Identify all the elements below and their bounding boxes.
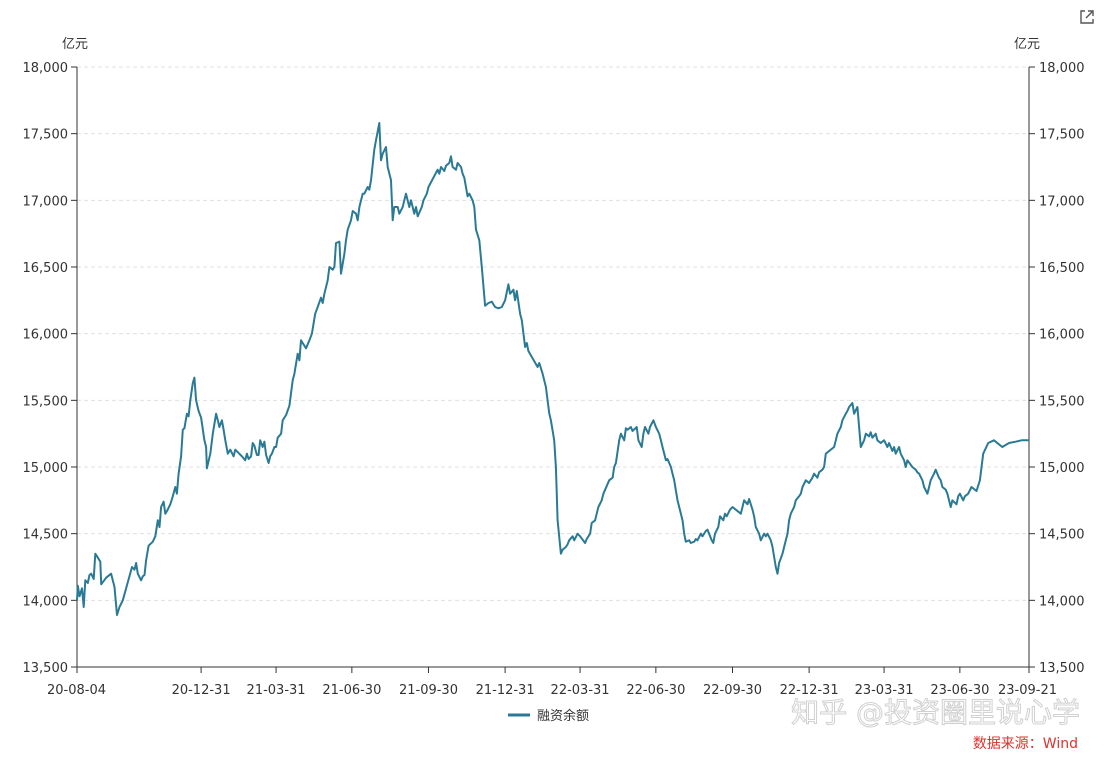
y-tick-label-right: 14,000 bbox=[1039, 594, 1085, 609]
y-tick-label-left: 14,500 bbox=[23, 528, 69, 543]
y-tick-label-left: 14,000 bbox=[23, 594, 69, 609]
y-axis-right-ticks: 13,500 14,000 14,500 15,000 15,500 16,000 16,5… bbox=[1029, 61, 1085, 676]
x-tick-label: 21-03-31 bbox=[247, 683, 306, 698]
x-tick-label: 23-06-30 bbox=[930, 683, 989, 698]
y-tick-label-right: 16,000 bbox=[1039, 328, 1085, 343]
axes bbox=[76, 67, 1030, 668]
y-tick-label-left: 18,000 bbox=[23, 61, 69, 76]
y-axis-left-ticks: 13,500 14,000 14,500 15,000 15,500 16,000 16,5… bbox=[23, 61, 77, 676]
y-tick-label-left: 17,000 bbox=[23, 194, 69, 209]
y-axis-right-unit: 亿元 bbox=[1014, 37, 1040, 52]
y-tick-label-left: 17,500 bbox=[23, 128, 69, 143]
legend-label: 融资余额 bbox=[537, 708, 589, 724]
y-tick-label-right: 15,000 bbox=[1039, 461, 1085, 476]
y-tick-label-right: 13,500 bbox=[1039, 661, 1085, 676]
x-tick-label: 21-09-30 bbox=[399, 683, 458, 698]
legend[interactable]: 融资余额 bbox=[508, 708, 589, 724]
y-tick-label-left: 15,500 bbox=[23, 394, 69, 409]
x-tick-label: 20-08-04 bbox=[47, 683, 106, 698]
x-tick-label: 22-12-31 bbox=[780, 683, 839, 698]
y-tick-label-left: 13,500 bbox=[23, 661, 69, 676]
source-note: 数据来源：Wind bbox=[973, 736, 1078, 752]
y-tick-label-right: 17,000 bbox=[1039, 194, 1085, 209]
y-tick-label-right: 15,500 bbox=[1039, 394, 1085, 409]
x-tick-label: 20-12-31 bbox=[172, 683, 231, 698]
external-link-icon-glyph bbox=[1080, 10, 1094, 24]
y-axis-left-unit: 亿元 bbox=[62, 37, 88, 52]
x-tick-label: 22-09-30 bbox=[703, 683, 762, 698]
grid-lines bbox=[77, 66, 1029, 601]
x-tick-label: 22-06-30 bbox=[626, 683, 685, 698]
series-line-0 bbox=[76, 122, 1029, 616]
watermark: 知乎 @投资圈里说心学 bbox=[791, 696, 1080, 729]
x-tick-label: 21-06-30 bbox=[322, 683, 381, 698]
external-link-icon[interactable] bbox=[1078, 8, 1096, 26]
x-tick-label: 21-12-31 bbox=[476, 683, 535, 698]
y-tick-label-right: 17,500 bbox=[1039, 128, 1085, 143]
x-tick-label: 23-09-21 bbox=[998, 683, 1057, 698]
series-lines bbox=[76, 122, 1029, 616]
y-tick-label-left: 16,000 bbox=[23, 328, 69, 343]
y-tick-label-right: 18,000 bbox=[1039, 61, 1085, 76]
y-tick-label-left: 16,500 bbox=[23, 261, 69, 276]
x-tick-label: 23-03-31 bbox=[855, 683, 914, 698]
y-tick-label-right: 16,500 bbox=[1039, 261, 1085, 276]
x-axis-ticks: 20-08-04 20-12-31 21-03-31 21-06-30 21-09-30… bbox=[47, 667, 1057, 698]
y-tick-label-left: 15,000 bbox=[23, 461, 69, 476]
y-tick-label-right: 14,500 bbox=[1039, 528, 1085, 543]
x-tick-label: 22-03-31 bbox=[551, 683, 610, 698]
